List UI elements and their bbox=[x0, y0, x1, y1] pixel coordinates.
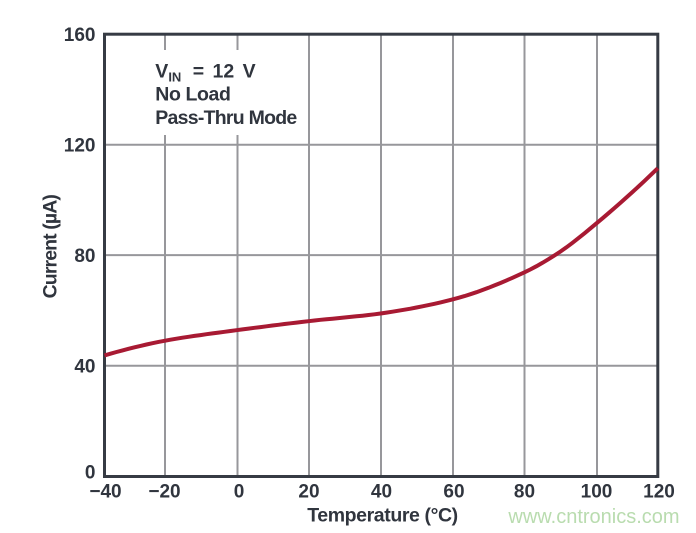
svg-text:−40: −40 bbox=[89, 481, 121, 502]
svg-text:80: 80 bbox=[74, 246, 95, 267]
svg-text:80: 80 bbox=[514, 481, 535, 502]
svg-text:120: 120 bbox=[64, 135, 96, 156]
svg-text:60: 60 bbox=[443, 481, 464, 502]
svg-text:100: 100 bbox=[581, 481, 613, 502]
svg-text:−20: −20 bbox=[148, 481, 180, 502]
svg-text:160: 160 bbox=[64, 25, 96, 46]
svg-text:Temperature (°C): Temperature (°C) bbox=[307, 504, 458, 526]
svg-text:0: 0 bbox=[234, 481, 245, 502]
svg-text:40: 40 bbox=[371, 481, 392, 502]
svg-text:Current (µA): Current (µA) bbox=[40, 195, 62, 299]
svg-text:VIN = 12 V: VIN = 12 V bbox=[155, 60, 255, 84]
svg-text:20: 20 bbox=[298, 481, 319, 502]
svg-text:0: 0 bbox=[85, 463, 96, 484]
svg-text:No Load: No Load bbox=[155, 84, 230, 106]
svg-text:Pass-Thru Mode: Pass-Thru Mode bbox=[155, 107, 297, 129]
svg-text:40: 40 bbox=[74, 357, 95, 378]
svg-text:120: 120 bbox=[643, 481, 675, 502]
svg-text:www.cntronics.com: www.cntronics.com bbox=[507, 506, 679, 528]
